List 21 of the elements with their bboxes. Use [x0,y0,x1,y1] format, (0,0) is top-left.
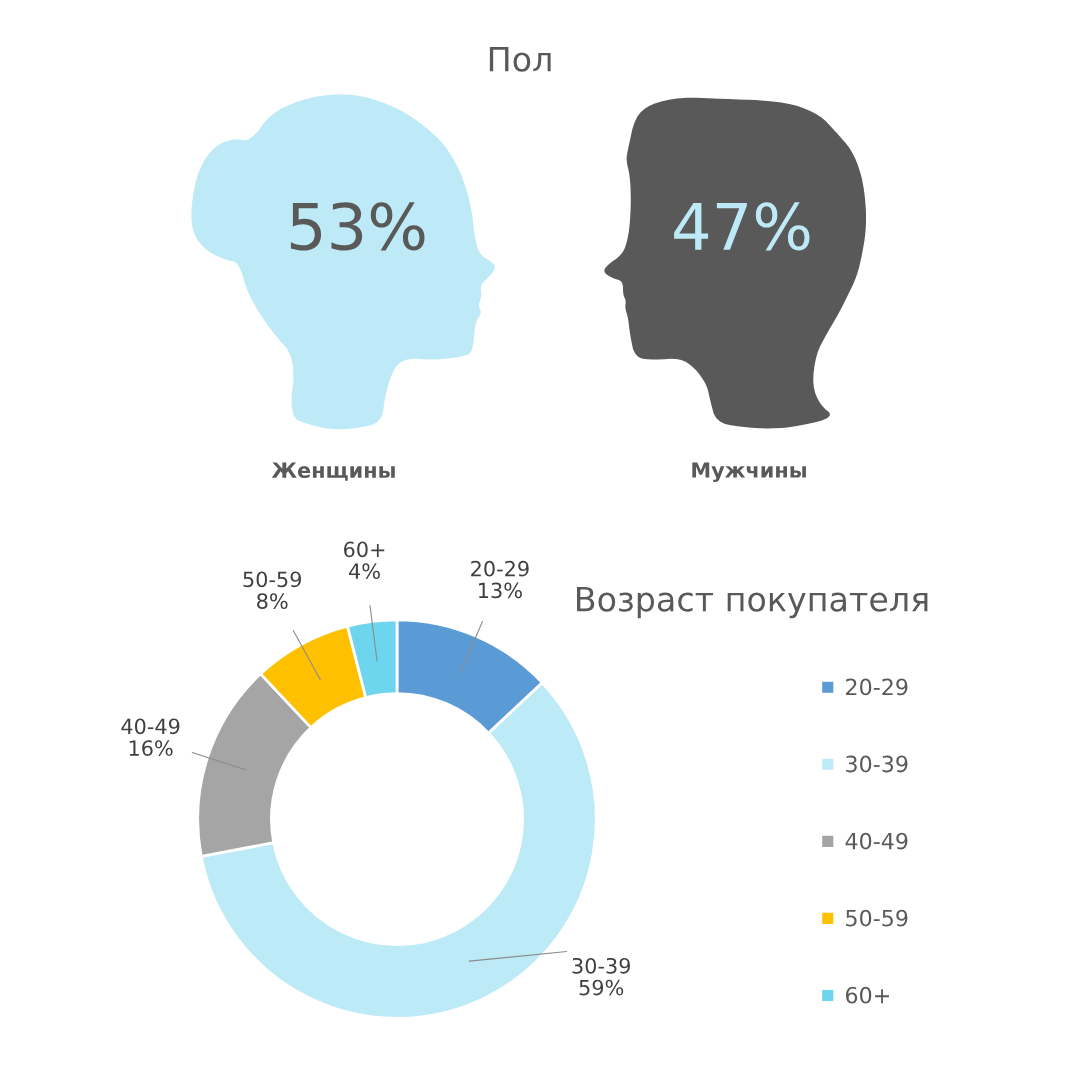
category-label: Мужчины [692,462,806,483]
legend-label: 20-29 [846,678,908,696]
slice-label: 40-49 [121,718,180,735]
data-label: 13% [479,582,522,599]
data-label: 4% [349,563,380,579]
legend-label: 60+ [846,986,889,1004]
legend-label: 40-49 [845,832,908,850]
slice-label: 60+ [344,541,385,558]
slice-label: 30-39 [572,957,631,974]
data-label: 16% [129,740,173,756]
text: Пол [489,46,551,72]
slice-label: 50-59 [243,571,301,588]
data-label: 47% [674,202,810,251]
data-label: 8% [257,593,288,609]
category-label: Женщины [271,462,395,481]
slice-label: 20-29 [471,560,529,577]
data-label: 59% [579,979,624,996]
legend-label: 30-39 [846,755,908,773]
data-label: 53% [290,202,425,251]
text: Возраст покупателя [577,586,928,619]
legend-label: 50-59 [846,909,908,927]
